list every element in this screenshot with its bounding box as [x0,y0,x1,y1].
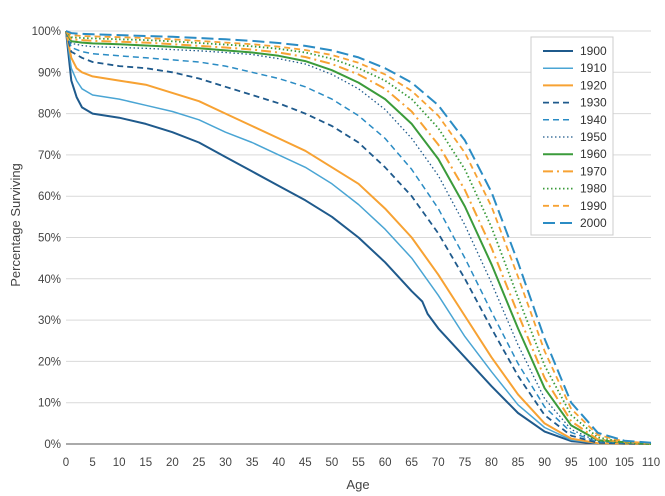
x-tick-label: 35 [246,457,259,469]
y-tick-label: 20% [38,356,61,368]
legend-label-2000: 2000 [580,216,607,230]
legend-label-1900: 1900 [580,44,607,58]
y-tick-label: 30% [38,315,61,327]
y-tick-label: 70% [38,150,61,162]
series-line-1940 [65,30,652,445]
x-tick-label: 75 [458,457,471,469]
legend-label-1990: 1990 [580,199,607,213]
legend-label-1930: 1930 [580,96,607,110]
x-tick-label: 20 [166,457,179,469]
y-axis-label: Percentage Surviving [8,163,23,287]
legend-label-1980: 1980 [580,182,607,196]
x-tick-label: 10 [113,457,126,469]
y-tick-label: 50% [38,233,61,245]
y-tick-label: 100% [32,26,61,38]
x-tick-label: 0 [63,457,69,469]
x-tick-label: 85 [512,457,525,469]
y-tick-label: 40% [38,274,61,286]
legend-box [530,36,614,236]
series-lines [65,30,652,445]
legend-label-1960: 1960 [580,147,607,161]
y-tick-label: 60% [38,191,61,203]
x-tick-label: 60 [379,457,392,469]
x-tick-labels: 0 5 10 15 20 25 30 35 40 45 50 55 60 65 70 75 80 85 90 95 10… [63,457,660,469]
legend-label-1970: 1970 [580,164,607,178]
y-tick-label: 90% [38,67,61,79]
series-line-1900 [65,30,652,445]
x-tick-label: 110 [642,457,660,469]
legend-label-1920: 1920 [580,78,607,92]
series-line-1990 [65,30,652,445]
x-tick-label: 25 [193,457,206,469]
legend-label-1950: 1950 [580,130,607,144]
series-line-1980 [65,30,652,445]
x-axis-label: Age [346,477,369,492]
x-tick-label: 45 [299,457,312,469]
x-tick-label: 15 [139,457,152,469]
x-tick-label: 90 [538,457,551,469]
x-tick-label: 95 [565,457,578,469]
legend-label-1940: 1940 [580,113,607,127]
x-tick-label: 105 [615,457,634,469]
legend-label-1910: 1910 [580,61,607,75]
y-tick-labels: 0% 10% 20% 30% 40% 50% 60% 70% 80% 90% 100% [32,26,61,451]
x-tick-label: 40 [272,457,285,469]
x-tick-label: 100 [588,457,607,469]
x-tick-label: 65 [405,457,418,469]
series-line-2000 [65,30,652,444]
series-line-1970 [65,30,652,445]
series-line-1920 [65,30,652,445]
series-line-1950 [65,30,652,445]
y-tick-label: 80% [38,109,61,121]
x-tick-label: 30 [219,457,232,469]
x-tick-label: 80 [485,457,498,469]
x-tick-label: 50 [326,457,339,469]
y-tick-label: 10% [38,398,61,410]
series-line-1960 [65,30,652,445]
x-tick-label: 55 [352,457,365,469]
legend: 1900 1910 1920 1930 1940 1950 1960 1970 1980 1990… [530,36,614,236]
x-tick-label: 70 [432,457,445,469]
y-tick-label: 0% [44,439,61,451]
series-line-1910 [65,30,652,445]
x-tick-label: 5 [89,457,95,469]
